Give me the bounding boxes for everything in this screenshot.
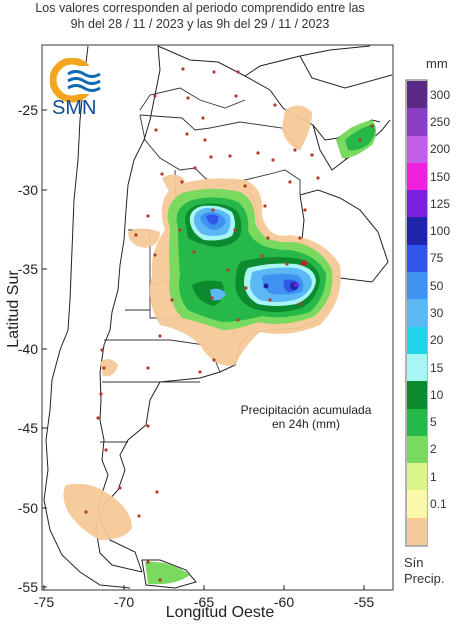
x-tick-label: -75 [33,594,55,610]
x-tick-label: -70 [113,594,135,610]
legend-swatch [407,162,427,191]
legend-label: 125 [430,196,451,211]
no-precip-line-2: Precip. [404,571,445,586]
no-precip-label: Sín Precip. [404,555,444,587]
legend-swatch [407,517,427,546]
legend-swatch [407,299,427,328]
logo-wordmark: SMN [52,97,97,119]
weather-stations [84,67,374,582]
y-tick-label: -30 [17,182,38,198]
legend-swatch [407,408,427,437]
legend-label: 300 [430,87,451,102]
x-tick-label: -60 [273,594,295,610]
legend-label: 50 [430,278,444,293]
legend-frame [405,79,428,547]
legend-swatch [407,244,427,273]
legend-swatch [407,108,427,137]
y-tick-label: -50 [17,500,38,516]
x-axis-label: Longitud Oeste [165,604,275,621]
y-tick-label: -35 [17,261,38,277]
legend-label: 100 [430,224,451,239]
heaviest-rain-marker [301,260,307,266]
x-tick-label: -65 [193,594,215,610]
legend-label: 2 [430,442,437,457]
y-tick-label: -55 [17,579,38,595]
legend-swatch [407,463,427,491]
legend-swatch [407,490,427,519]
no-precip-line-1: Sín [404,555,424,570]
legend-label: 200 [430,142,451,157]
legend-swatch [407,272,427,300]
legend-swatch [407,326,427,355]
legend-label: 15 [430,360,444,375]
axis-ticks [42,109,365,590]
legend-label: 1 [430,469,437,484]
y-tick-label: -25 [17,102,38,118]
legend-label: 10 [430,387,444,402]
legend-label: 150 [430,169,451,184]
x-tick-label: -55 [353,594,375,610]
precip-125mm [294,283,298,287]
legend-swatch [407,135,427,164]
legend-swatch [407,190,427,218]
annotation-line-1: Precipitación acumulada [240,403,372,417]
y-tick-label: -45 [17,420,38,436]
legend-label: 0.1 [430,497,447,512]
legend-swatch [407,217,427,246]
legend-unit: mm [426,56,448,71]
legend-label: 20 [430,333,444,348]
legend-swatch [407,353,427,382]
y-tick-label: -40 [17,341,38,357]
legend-swatch [407,81,427,109]
annotation-line-2: en 24h (mm) [271,417,341,431]
smn-logo-icon [50,58,102,103]
legend-swatch [407,435,427,464]
legend-label: 250 [430,114,451,129]
map-title-line-2: 9h del 28 / 11 / 2023 y las 9h del 29 / … [70,17,330,31]
map-annotation: Precipitación acumulada en 24h (mm) [222,403,390,431]
legend-swatch [407,381,427,410]
legend-label: 30 [430,306,444,320]
legend-label: 75 [430,251,444,266]
legend-label: 5 [430,415,437,430]
map-title-line-1: Los valores corresponden al periodo comp… [35,1,365,15]
